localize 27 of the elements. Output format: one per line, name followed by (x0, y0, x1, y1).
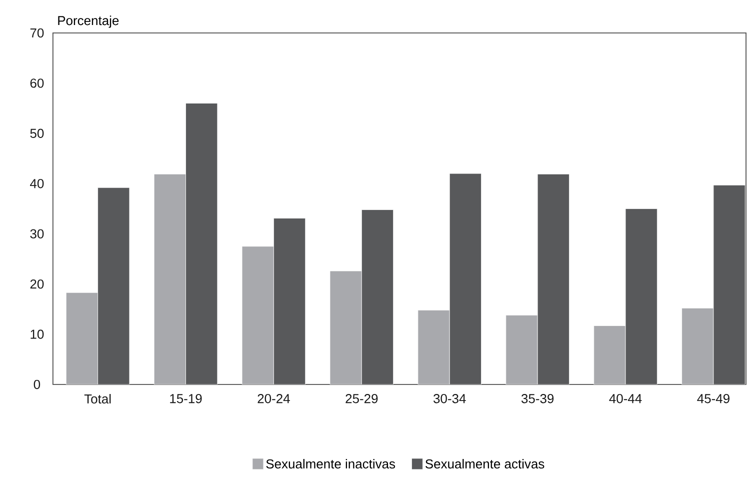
legend-label: Sexualmente activas (425, 458, 544, 468)
x-tick-label: 15-19 (170, 394, 202, 404)
bar (361, 209, 394, 384)
y-tick-label: 50 (30, 128, 44, 138)
bar (98, 187, 130, 384)
legend-label: Sexualmente inactivas (266, 458, 396, 468)
bar (449, 173, 482, 384)
y-tick-label: 10 (30, 329, 44, 339)
x-tick-label: 40-44 (609, 394, 642, 404)
y-tick-label: 20 (30, 279, 44, 288)
y-tick-label: 60 (30, 78, 44, 88)
y-tick-label: 40 (30, 178, 44, 188)
y-axis-title: Porcentaje (58, 15, 119, 28)
x-tick-label: 45-49 (697, 394, 730, 404)
y-tick-label: 70 (30, 28, 44, 38)
bar (273, 218, 306, 384)
x-tick-label: 30-34 (434, 394, 466, 404)
x-tick-label: 25-29 (346, 394, 378, 404)
y-tick-label: 0 (34, 380, 40, 389)
x-tick-label: 20-24 (258, 394, 290, 404)
bar (537, 174, 570, 384)
bar (186, 102, 218, 384)
x-tick-label: 35-39 (521, 394, 554, 404)
x-tick-label: Total (84, 394, 111, 404)
y-tick-label: 30 (30, 229, 44, 238)
bar (625, 208, 658, 384)
bar (713, 184, 746, 384)
